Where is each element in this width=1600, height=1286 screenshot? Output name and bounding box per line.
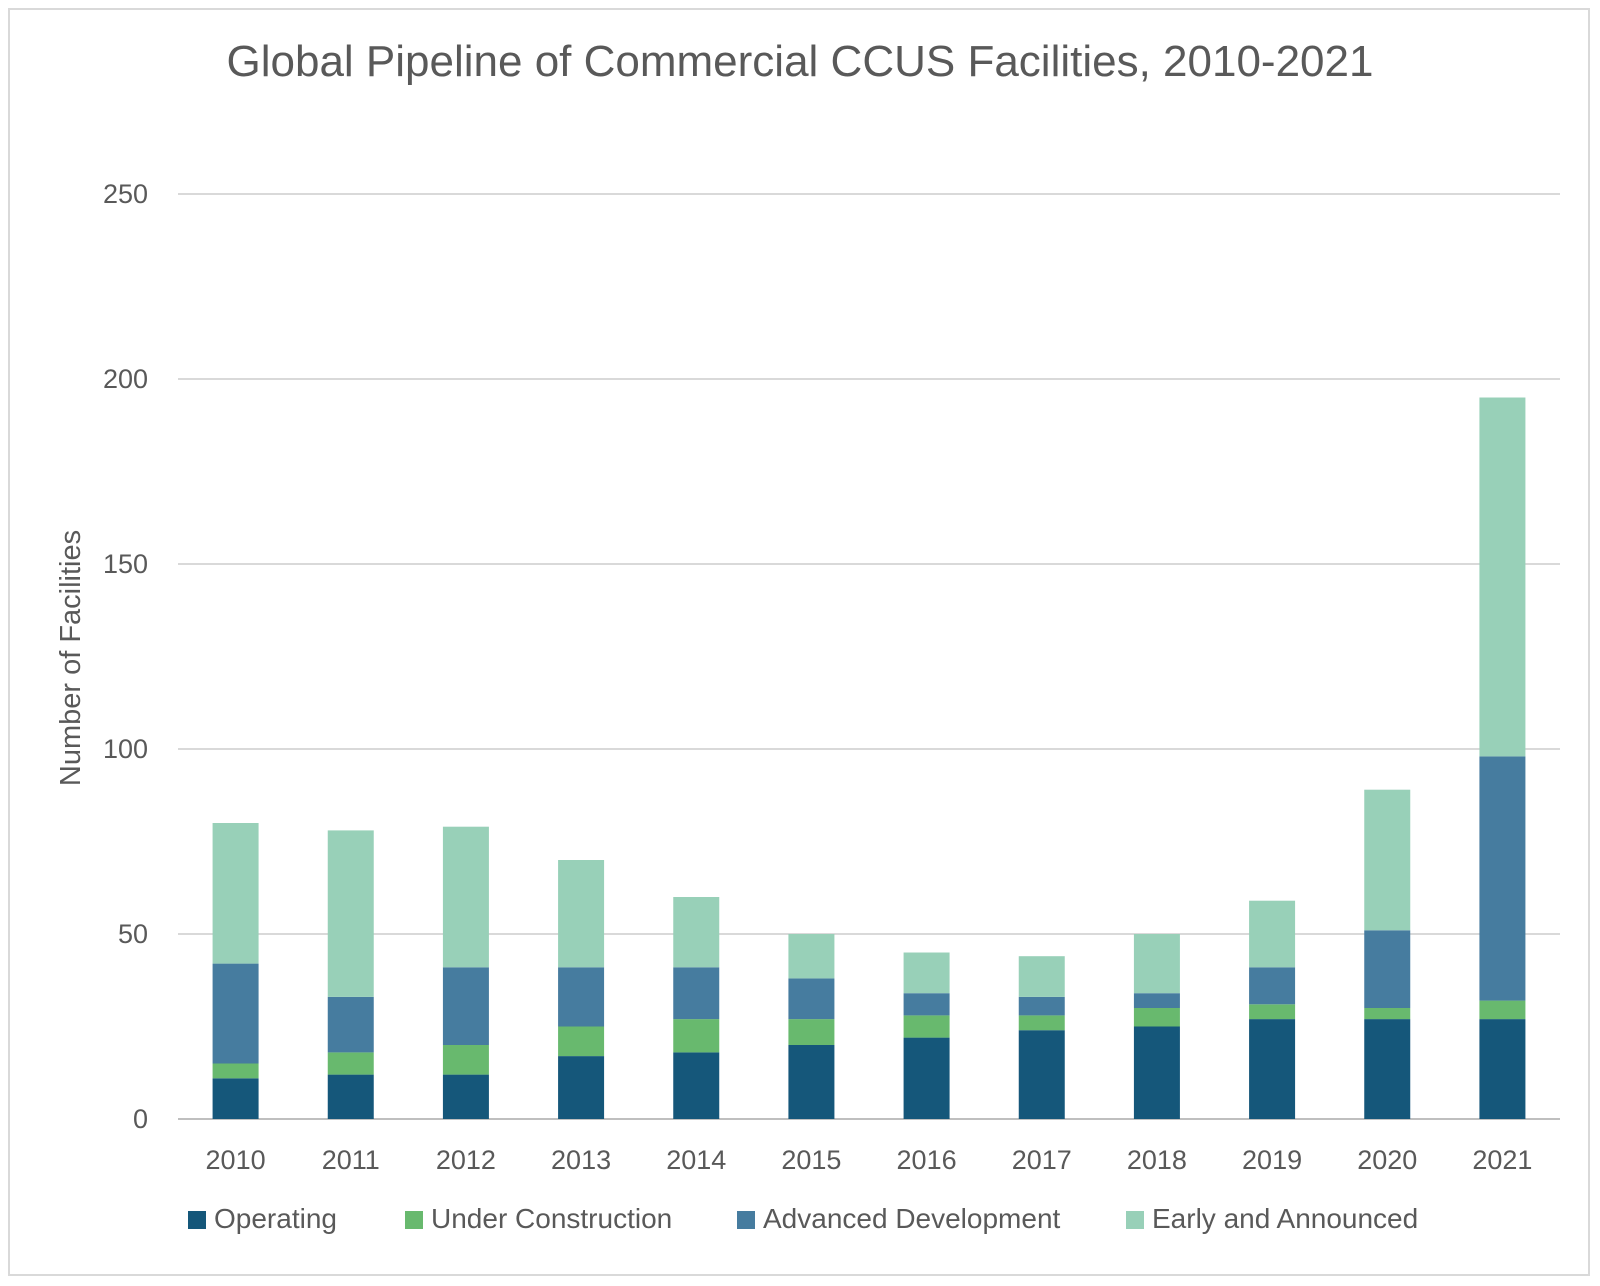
legend-swatch-early-and-announced xyxy=(1126,1211,1144,1229)
bar-early-and-announced-2011 xyxy=(327,830,374,997)
bar-operating-2019 xyxy=(1249,1019,1296,1119)
bar-early-and-announced-2020 xyxy=(1364,789,1411,931)
legend-label: Advanced Development xyxy=(763,1203,1061,1234)
y-axis-ticks: 0 50 100 150 200 250 xyxy=(103,179,148,1134)
x-tick-label: 2011 xyxy=(322,1145,380,1175)
bar-advanced-development-2019 xyxy=(1249,967,1296,1005)
bar-operating-2012 xyxy=(442,1074,489,1119)
bar-under-construction-2011 xyxy=(327,1052,374,1075)
bar-operating-2018 xyxy=(1133,1026,1180,1119)
legend-label: Early and Announced xyxy=(1152,1203,1418,1234)
x-tick-label: 2019 xyxy=(1242,1145,1302,1175)
legend: Operating Under Construction Advanced Deve… xyxy=(188,1203,1418,1234)
legend-swatch-under-construction xyxy=(405,1211,423,1229)
bar-advanced-development-2016 xyxy=(903,993,950,1016)
legend-swatch-advanced-development xyxy=(737,1211,755,1229)
gridlines xyxy=(178,193,1560,1120)
x-tick-label: 2017 xyxy=(1012,1145,1072,1175)
y-tick-label: 250 xyxy=(103,179,148,209)
y-tick-label: 150 xyxy=(103,549,148,579)
y-axis-title: Number of Facilities xyxy=(55,530,87,786)
x-tick-label: 2012 xyxy=(436,1145,496,1175)
y-tick-label: 0 xyxy=(133,1104,148,1134)
legend-swatch-operating xyxy=(188,1211,206,1229)
x-tick-label: 2010 xyxy=(206,1145,266,1175)
x-tick-label: 2016 xyxy=(897,1145,957,1175)
legend-label: Under Construction xyxy=(431,1203,672,1234)
bar-advanced-development-2014 xyxy=(673,967,720,1020)
bar-early-and-announced-2013 xyxy=(558,860,605,968)
bar-early-and-announced-2021 xyxy=(1479,397,1526,757)
bar-operating-2013 xyxy=(558,1056,605,1119)
chart-title: Global Pipeline of Commercial CCUS Facil… xyxy=(227,37,1374,86)
bar-under-construction-2019 xyxy=(1249,1004,1296,1020)
bar-under-construction-2010 xyxy=(212,1063,259,1079)
x-tick-label: 2020 xyxy=(1357,1145,1417,1175)
bar-under-construction-2018 xyxy=(1133,1008,1180,1027)
bar-operating-2014 xyxy=(673,1052,720,1119)
legend-label: Operating xyxy=(214,1203,337,1234)
x-tick-label: 2014 xyxy=(666,1145,726,1175)
bar-operating-2016 xyxy=(903,1037,950,1119)
bar-advanced-development-2021 xyxy=(1479,756,1526,1001)
bar-under-construction-2014 xyxy=(673,1019,720,1053)
bar-advanced-development-2015 xyxy=(788,978,835,1020)
x-tick-label: 2021 xyxy=(1472,1145,1532,1175)
bar-advanced-development-2020 xyxy=(1364,930,1411,1008)
bar-under-construction-2012 xyxy=(442,1045,489,1075)
bar-early-and-announced-2015 xyxy=(788,934,835,979)
bar-operating-2020 xyxy=(1364,1019,1411,1119)
bar-under-construction-2013 xyxy=(558,1026,605,1057)
bar-under-construction-2020 xyxy=(1364,1008,1411,1020)
bar-under-construction-2016 xyxy=(903,1015,950,1038)
bar-operating-2015 xyxy=(788,1045,835,1119)
bar-early-and-announced-2019 xyxy=(1249,900,1296,968)
y-tick-label: 100 xyxy=(103,734,148,764)
bar-advanced-development-2012 xyxy=(442,967,489,1045)
bar-under-construction-2015 xyxy=(788,1019,835,1045)
y-tick-label: 50 xyxy=(118,919,148,949)
bar-operating-2011 xyxy=(327,1074,374,1119)
bar-early-and-announced-2017 xyxy=(1018,956,1065,997)
y-tick-label: 200 xyxy=(103,364,148,394)
x-tick-label: 2015 xyxy=(781,1145,841,1175)
bar-advanced-development-2018 xyxy=(1133,993,1180,1008)
x-tick-label: 2018 xyxy=(1127,1145,1187,1175)
bar-early-and-announced-2014 xyxy=(673,897,720,968)
bar-under-construction-2021 xyxy=(1479,1000,1526,1020)
x-axis-ticks: 2010 2011 2012 2013 2014 2015 2016 2017 2018 2019… xyxy=(206,1145,1533,1175)
bar-early-and-announced-2016 xyxy=(903,952,950,994)
x-tick-label: 2013 xyxy=(551,1145,611,1175)
bar-advanced-development-2011 xyxy=(327,996,374,1053)
bar-under-construction-2017 xyxy=(1018,1015,1065,1031)
bar-operating-2017 xyxy=(1018,1030,1065,1119)
bar-early-and-announced-2010 xyxy=(212,823,259,964)
bar-advanced-development-2013 xyxy=(558,967,605,1027)
bar-operating-2010 xyxy=(212,1078,259,1119)
bar-advanced-development-2017 xyxy=(1018,996,1065,1016)
bar-early-and-announced-2018 xyxy=(1133,934,1180,994)
bar-early-and-announced-2012 xyxy=(442,826,489,968)
bars xyxy=(212,397,1526,1119)
bar-operating-2021 xyxy=(1479,1019,1526,1119)
bar-advanced-development-2010 xyxy=(212,963,259,1064)
